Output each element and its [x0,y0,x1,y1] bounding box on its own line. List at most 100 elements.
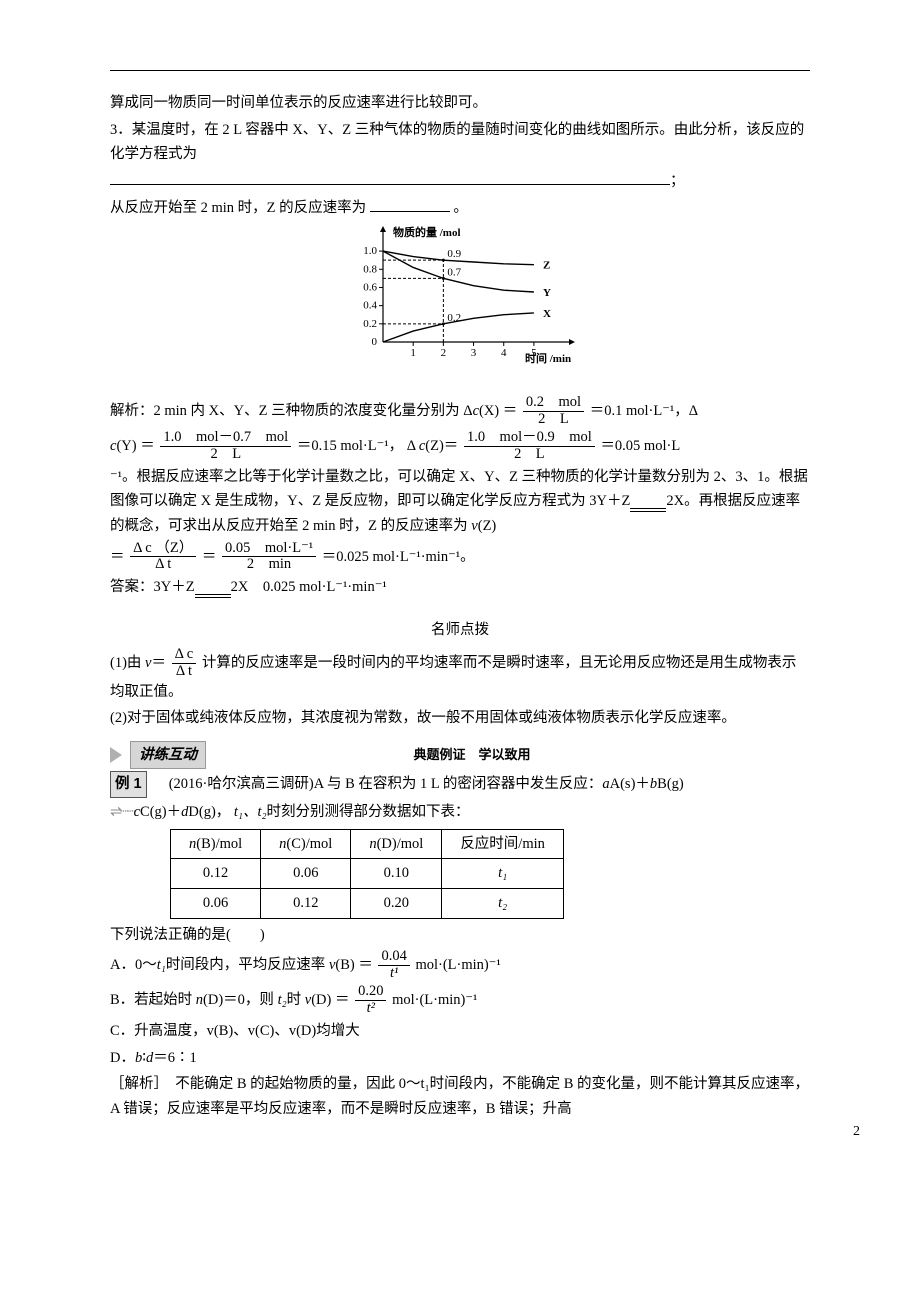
ex1-b: A(s)＋ [610,776,650,792]
explanation-p3: ＝ Δ c （Z） Δ t ＝ 0.05 mol·L⁻¹ 2 min ＝0.02… [110,541,810,574]
svg-text:1.0: 1.0 [363,245,377,257]
tip1-den: Δ t [172,663,197,680]
ex1-d: B(g) [657,776,684,792]
dcy-num: 1.0 mol－0.7 mol [160,430,291,446]
tip-2: (2)对于固体或纯液体反应物，其浓度视为常数，故一般不用固体或纯液体物质表示化学… [110,706,810,731]
optD-a: D． [110,1050,135,1066]
svg-text:物质的量 /mol: 物质的量 /mol [393,226,461,239]
tip-1: (1)由 v＝ Δ c Δ t 计算的反应速率是一段时间内的平均速率而不是瞬时速… [110,647,810,705]
svg-text:0: 0 [372,336,378,348]
table-header: n(D)/mol [351,829,442,859]
expl-lead: 解析：2 min 内 X、Y、Z 三种物质的浓度变化量分别为 Δ [110,403,473,419]
ex1-ita: a [602,776,609,792]
ex1e: D(g)， [188,804,234,820]
svg-text:0.2: 0.2 [447,312,461,324]
ans-b: 2X 0.025 mol·L⁻¹·min⁻¹ [231,579,387,595]
vz-eq: ＝ [110,548,125,564]
table-row: 0.060.120.20t₂ [171,889,564,919]
svg-text:2: 2 [441,347,447,359]
vz-den2: 2 min [222,556,316,573]
optA-d: (B) ＝ [335,957,372,973]
ex1f: t₁、t₂ [234,804,267,820]
optD-e: ＝6∶1 [153,1050,197,1066]
table-cell: 0.10 [351,859,442,889]
analysis: ［解析］ 不能确定 B 的起始物质的量，因此 0～t₁时间段内，不能确定 B 的… [110,1072,810,1121]
intro-line: 算成同一物质同一时间单位表示的反应速率进行比较即可。 [110,91,810,116]
frac-optA: 0.04 t¹ [378,949,409,982]
explanation-p1b: c(Y) ＝ 1.0 mol－0.7 mol 2 L ＝0.15 mol·L⁻¹… [110,430,810,463]
table-header: 反应时间/min [442,829,564,859]
ex1-a: (2016·哈尔滨高三调研)A 与 B 在容积为 1 L 的密闭容器中发生反应： [154,776,602,792]
svg-text:0.9: 0.9 [447,248,461,260]
svg-text:Y: Y [543,287,551,299]
dcy-res: ＝0.15 mol·L⁻¹， Δ [297,437,415,453]
dcx-num: 0.2 mol [523,395,584,411]
dotted-arrow-icon: ⇌┈┈ [110,804,134,820]
optA-c: 时间段内，平均反应速率 [166,957,329,973]
ans-a: 答案：3Y＋Z [110,579,195,595]
q3-prefix: 从反应开始至 2 min 时，Z 的反应速率为 [110,200,366,216]
page: 算成同一物质同一时间单位表示的反应速率进行比较即可。 3．某温度时，在 2 L … [0,0,920,1164]
table-cell: 0.12 [171,859,261,889]
svg-text:0.8: 0.8 [363,263,377,275]
ex1g: 时刻分别测得部分数据如下表： [267,804,470,820]
question-3-line2: 从反应开始至 2 min 时，Z 的反应速率为 。 [110,196,810,221]
svg-text:3: 3 [471,347,477,359]
tip1-eq: ＝ [151,654,166,670]
question-3: 3．某温度时，在 2 L 容器中 X、Y、Z 三种气体的物质的量随时间变化的曲线… [110,118,810,167]
q3-period: 。 [453,200,468,216]
dcy-den: 2 L [160,446,291,463]
option-d: D．b∶d＝6∶1 [110,1046,810,1071]
explanation-p2: ⁻¹。根据反应速率之比等于化学计量数之比，可以确定 X、Y、Z 三种物质的化学计… [110,465,810,539]
optA-e: mol·(L·min)⁻¹ [415,957,500,973]
dcy-label: (Y) ＝ [116,437,154,453]
optA-a: A．0～ [110,957,157,973]
frac-vz1: Δ c （Z） Δ t [130,541,196,574]
svg-text:0.2: 0.2 [363,318,377,330]
explanation-p1: 解析：2 min 内 X、Y、Z 三种物质的浓度变化量分别为 Δc(X) ＝ 0… [110,395,810,428]
table-cell: 0.12 [261,889,351,919]
table-header: n(C)/mol [261,829,351,859]
ex1c: C(g)＋ [140,804,181,820]
svg-text:1: 1 [410,347,416,359]
table-row: 0.120.060.10t₁ [171,859,564,889]
tips-title: 名师点拨 [110,618,810,643]
answer-line: 答案：3Y＋Z 2X 0.025 mol·L⁻¹·min⁻¹ [110,575,810,600]
optB-den: t² [355,1000,386,1017]
dcx-den: 2 L [523,411,584,428]
page-number: 2 [853,1120,860,1144]
optA-den: t¹ [378,965,409,982]
tip1-b: 计算的反应速率是一段时间内的平均速率而不是瞬时速率，且无论用反应物还是用生成物表… [110,654,796,699]
table-cell: 0.20 [351,889,442,919]
svg-text:X: X [543,308,551,320]
vz-den1: Δ t [130,556,196,573]
example-tag: 例 1 [110,771,147,798]
option-b: B．若起始时 n(D)＝0，则 t₂时 v(D) ＝ 0.20 t² mol·(… [110,984,810,1017]
data-table: n(B)/moln(C)/moln(D)/mol反应时间/min 0.120.0… [170,829,564,919]
dcz-num: 1.0 mol－0.9 mol [464,430,595,446]
svg-text:0.6: 0.6 [363,282,377,294]
svg-text:时间 /min: 时间 /min [525,351,571,365]
frac-optB: 0.20 t² [355,984,386,1017]
blank-2 [370,196,450,212]
dcz-label: (Z)＝ [425,437,458,453]
example-1: 例 1 (2016·哈尔滨高三调研)A 与 B 在容积为 1 L 的密闭容器中发… [110,771,810,798]
example-1b: ⇌┈┈cC(g)＋dD(g)， t₁、t₂时刻分别测得部分数据如下表： [110,800,810,825]
table-cell: 0.06 [171,889,261,919]
triangle-icon [110,747,122,763]
dcz-den: 2 L [464,446,595,463]
svg-text:0.7: 0.7 [447,267,461,279]
frac-tip1: Δ c Δ t [172,647,197,680]
tip1-a: (1)由 [110,654,145,670]
optB-f: mol·(L·min)⁻¹ [392,992,477,1008]
blank-line-1: ； [110,169,810,194]
option-a: A．0～t₁时间段内，平均反应速率 v(B) ＝ 0.04 t¹ mol·(L·… [110,949,810,982]
anal-text: 不能确定 B 的起始物质的量，因此 0～t₁时间段内，不能确定 B 的变化量，则… [110,1076,809,1117]
optB-e: (D) ＝ [311,992,349,1008]
vz-res: ＝0.025 mol·L⁻¹·min⁻¹。 [322,548,475,564]
frac-dcx: 0.2 mol 2 L [523,395,584,428]
frac-vz2: 0.05 mol·L⁻¹ 2 min [222,541,316,574]
line-chart: 123450.20.40.60.81.00物质的量 /mol时间 /minZ0.… [345,226,575,376]
top-rule [110,70,810,71]
section-bar: 讲练互动 典题例证 学以致用 [110,741,810,770]
